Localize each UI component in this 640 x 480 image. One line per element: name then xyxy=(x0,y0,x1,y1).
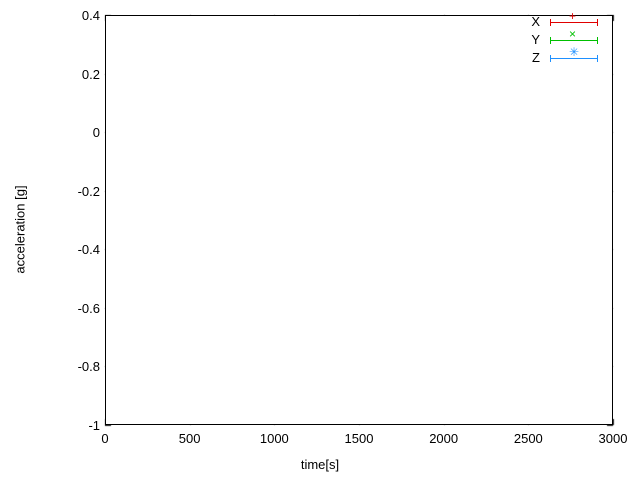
legend-sample-part xyxy=(550,19,551,26)
legend-sample-part xyxy=(550,37,551,44)
y-tick-label: 0.2 xyxy=(81,66,100,82)
legend-label: X xyxy=(531,14,540,29)
legend-sample-line: + xyxy=(550,9,598,26)
legend-label: Z xyxy=(532,50,540,65)
legend-sample-part xyxy=(597,55,598,62)
x-tick-label: 500 xyxy=(178,431,201,446)
legend-marker-icon: ✳ xyxy=(569,45,580,59)
legend-sample-line: × xyxy=(550,27,598,44)
legend-label: Y xyxy=(531,32,540,47)
x-tick-label: 2000 xyxy=(429,431,459,446)
x-axis-title: time[s] xyxy=(300,457,340,472)
y-axis-title: acceleration [g] xyxy=(12,185,28,274)
y-tick-label: -0.6 xyxy=(77,300,100,316)
y-tick-label: 0.4 xyxy=(81,8,100,23)
y-tick-label: -0.4 xyxy=(77,242,100,258)
x-tick-label: 1000 xyxy=(259,431,289,446)
x-tick-label: 0 xyxy=(101,431,109,446)
x-tick-label: 1500 xyxy=(344,431,374,446)
chart-legend: X + Y × Z ✳ xyxy=(498,9,610,68)
legend-sample-part xyxy=(550,40,598,41)
legend-sample-part xyxy=(550,58,598,59)
x-tick-label: 2500 xyxy=(513,431,543,446)
plot-frame xyxy=(105,15,613,425)
legend-sample-part xyxy=(597,37,598,44)
legend-marker-icon: + xyxy=(569,9,577,23)
legend-sample-part xyxy=(550,55,551,62)
x-axis-tick-labels: 0 500 1000 1500 2000 2500 3000 xyxy=(0,432,640,452)
y-tick-label: -0.8 xyxy=(77,359,100,375)
y-tick-label: -0.2 xyxy=(77,183,100,199)
legend-sample-part xyxy=(597,19,598,26)
legend-entry-x: X + xyxy=(498,9,610,32)
legend-marker-icon: × xyxy=(569,27,577,41)
legend-sample-line: ✳ xyxy=(550,45,598,62)
x-tick-label: 3000 xyxy=(598,431,628,446)
y-tick-label: -1 xyxy=(88,418,100,433)
y-tick-label: 0 xyxy=(92,125,100,141)
legend-entry-z: Z ✳ xyxy=(498,45,610,68)
legend-sample-part xyxy=(550,22,598,23)
legend-entry-y: Y × xyxy=(498,27,610,50)
y-axis-tick-labels: 0.4 0.2 0 -0.2 -0.4 -0.6 -0.8 -1 xyxy=(55,0,100,480)
